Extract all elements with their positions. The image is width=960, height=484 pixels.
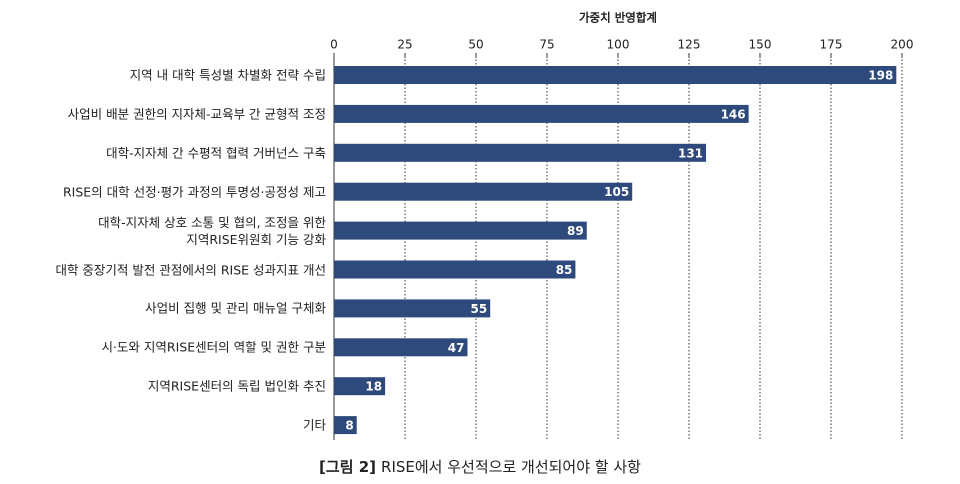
bar (334, 377, 386, 396)
value-label: 131 (678, 146, 703, 160)
value-label: 105 (604, 185, 629, 199)
caption-text: RISE에서 우선적으로 개선되어야 할 사항 (381, 458, 641, 476)
y-tick-label: 사업비 집행 및 관리 매뉴얼 구체화 (145, 300, 326, 316)
y-tick-label: 대학-지자체 간 수평적 협력 거버넌스 구축 (106, 145, 326, 161)
value-label: 18 (365, 380, 382, 394)
x-tick-label: 50 (468, 38, 483, 52)
value-label: 89 (567, 224, 584, 238)
y-tick-label: 지역RISE센터의 독립 법인화 추진 (147, 378, 326, 394)
bar (334, 338, 468, 357)
bar (334, 221, 587, 240)
bar (334, 66, 897, 84)
x-tick-label: 25 (397, 38, 412, 52)
bar (334, 260, 576, 279)
y-tick-label: 사업비 배분 권한의 지자체-교육부 간 균형적 조정 (67, 106, 326, 122)
caption: [그림 2] RISE에서 우선적으로 개선되어야 할 사항 (0, 456, 960, 477)
bar (334, 416, 357, 435)
caption-label: [그림 2] (319, 458, 377, 476)
value-label: 47 (448, 341, 465, 355)
y-tick-label: 대학 중장기적 발전 관점에서의 RISE 성과지표 개선 (55, 262, 326, 277)
y-tick-label: 대학-지자체 상호 소통 및 협의, 조정을 위한 지역RISE위원회 기능 강… (98, 214, 326, 247)
x-tick-label: 75 (539, 38, 554, 52)
x-tick-label: 150 (749, 38, 772, 52)
value-label: 198 (868, 69, 893, 83)
y-tick-label: 지역 내 대학 특성별 차별화 전략 수립 (129, 67, 326, 83)
value-label: 85 (556, 263, 573, 277)
bar (334, 104, 749, 123)
x-tick-label: 125 (678, 38, 701, 52)
x-tick-label: 0 (330, 38, 338, 52)
y-tick-label: 기타 (302, 417, 326, 433)
value-label: 146 (721, 107, 746, 121)
y-tick-label: RISE의 대학 선정·평가 과정의 투명성·공정성 제고 (62, 184, 326, 200)
value-label: 8 (345, 419, 353, 433)
value-label: 55 (470, 302, 487, 316)
bar (334, 299, 491, 318)
bar (334, 182, 633, 201)
x-tick-label: 175 (820, 38, 843, 52)
axis-title: 가중치 반영합계 (579, 11, 657, 25)
bar (334, 143, 707, 162)
y-tick-label: 시·도와 지역RISE센터의 역할 및 권한 구분 (101, 339, 326, 355)
x-tick-label: 100 (607, 38, 630, 52)
x-tick-label: 200 (891, 38, 914, 52)
